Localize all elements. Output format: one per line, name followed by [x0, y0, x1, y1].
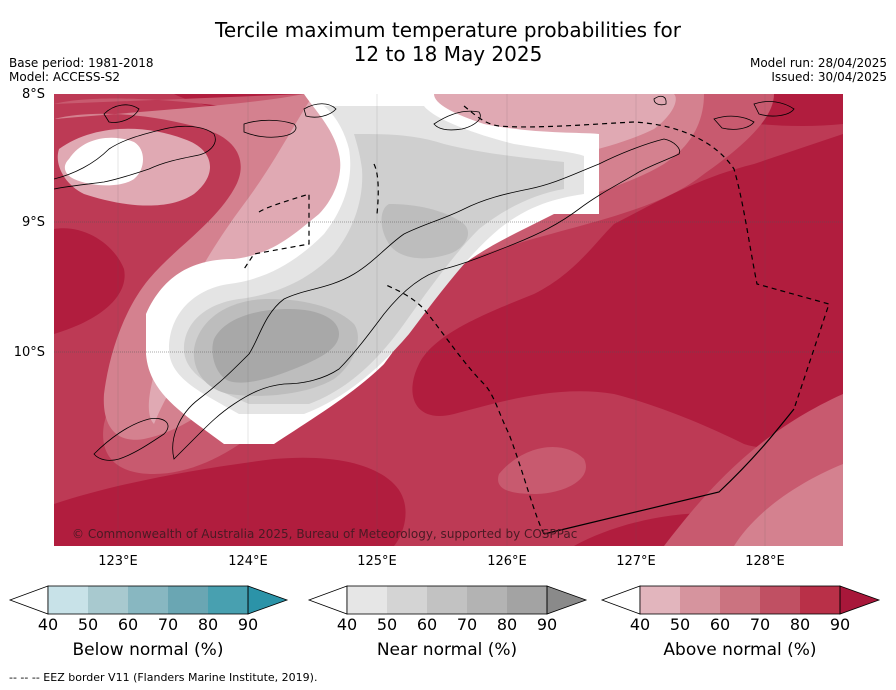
below-normal-swatch-70 — [168, 586, 208, 614]
above-90-region-west — [54, 228, 125, 334]
above-50-region-central — [148, 94, 676, 424]
below-tick-60: 60 — [117, 615, 139, 634]
above-tick-70: 70 — [749, 615, 771, 634]
below-normal-swatch-80 — [208, 586, 248, 614]
probability-map — [54, 94, 843, 546]
above-normal-swatch-40 — [640, 586, 680, 614]
near-normal-swatch-60 — [427, 586, 467, 614]
near-tick-60: 60 — [416, 615, 438, 634]
island-east-1 — [713, 115, 755, 130]
base-period: Base period: 1981-2018 — [9, 56, 154, 70]
below-tick-50: 50 — [77, 615, 99, 634]
below-tick-90: 90 — [237, 615, 259, 634]
above-90-region-south — [54, 457, 406, 546]
below-tick-80: 80 — [197, 615, 219, 634]
above-normal-label: Above normal (%) — [663, 640, 817, 660]
alor-coastline — [243, 119, 297, 138]
above-tick-60: 60 — [709, 615, 731, 634]
above-tick-80: 80 — [789, 615, 811, 634]
below-tick-70: 70 — [157, 615, 179, 634]
near-normal-swatch-70 — [467, 586, 507, 614]
colorbar-above-normal — [600, 585, 881, 615]
island-north-2 — [303, 103, 337, 118]
issued-date: Issued: 30/04/2025 — [771, 70, 887, 84]
model-run: Model run: 28/04/2025 — [749, 56, 887, 70]
near-tick-40: 40 — [336, 615, 358, 634]
eez-border — [243, 105, 830, 535]
near-normal-swatch-80 — [507, 586, 547, 614]
below-tick-40: 40 — [37, 615, 59, 634]
colorbar-near-normal — [307, 585, 588, 615]
lon-label-123e: 123°E — [98, 554, 138, 569]
chart-title: Tercile maximum temperature probabilitie… — [0, 18, 896, 66]
near-normal-70-region — [381, 204, 469, 259]
above-normal-swatch-70 — [760, 586, 800, 614]
timor-coastline — [172, 138, 681, 460]
eez-footnote: -- -- -- EEZ border V11 (Flanders Marine… — [9, 671, 318, 684]
near-normal-label: Near normal (%) — [376, 640, 518, 660]
below-normal-swatch-40 — [48, 586, 88, 614]
near-tick-70: 70 — [456, 615, 478, 634]
colorbar-below-normal — [8, 585, 289, 615]
above-tick-90: 90 — [829, 615, 851, 634]
lon-label-124e: 124°E — [228, 554, 268, 569]
lon-label-128e: 128°E — [745, 554, 785, 569]
island-east-2 — [753, 101, 795, 117]
meta-right: Model run: 28/04/2025 Issued: 30/04/2025 — [750, 56, 887, 84]
below-normal-swatch-60 — [128, 586, 168, 614]
above-tick-40: 40 — [629, 615, 651, 634]
near-normal-40-region-west — [64, 137, 143, 186]
meta-left: Base period: 1981-2018 Model: ACCESS-S2 — [9, 56, 154, 84]
lat-label-9s: 9°S — [21, 215, 45, 230]
lon-label-127e: 127°E — [616, 554, 656, 569]
lat-label-10s: 10°S — [13, 345, 45, 360]
above-normal-swatch-80 — [800, 586, 840, 614]
title-line-2: 12 to 18 May 2025 — [353, 42, 543, 66]
colorbars — [8, 585, 881, 615]
wetar-coastline — [433, 110, 481, 131]
lon-label-125e: 125°E — [357, 554, 397, 569]
above-70-region-mid — [498, 447, 586, 494]
map-copyright: © Commonwealth of Australia 2025, Bureau… — [72, 527, 578, 541]
near-normal-swatch-50 — [387, 586, 427, 614]
title-line-1: Tercile maximum temperature probabilitie… — [215, 18, 681, 42]
above-tick-50: 50 — [669, 615, 691, 634]
island-north-1 — [103, 104, 140, 123]
near-tick-90: 90 — [536, 615, 558, 634]
above-normal-swatch-50 — [680, 586, 720, 614]
near-tick-80: 80 — [496, 615, 518, 634]
island-southwest — [93, 417, 169, 461]
above-90-region-east — [412, 134, 843, 448]
coastlines — [54, 95, 795, 461]
lat-label-8s: 8°S — [21, 87, 45, 102]
near-normal-swatch-40 — [347, 586, 387, 614]
near-tick-50: 50 — [376, 615, 398, 634]
map-gridlines — [54, 94, 843, 546]
model-name: Model: ACCESS-S2 — [9, 70, 121, 84]
above-normal-swatch-60 — [720, 586, 760, 614]
below-normal-label: Below normal (%) — [72, 640, 224, 660]
island-northeast — [653, 95, 667, 106]
lon-label-126e: 126°E — [487, 554, 527, 569]
near-normal-80-region — [212, 309, 339, 383]
below-normal-swatch-50 — [88, 586, 128, 614]
flores-coastline — [54, 125, 216, 190]
above-60-region-southeast — [734, 464, 843, 546]
